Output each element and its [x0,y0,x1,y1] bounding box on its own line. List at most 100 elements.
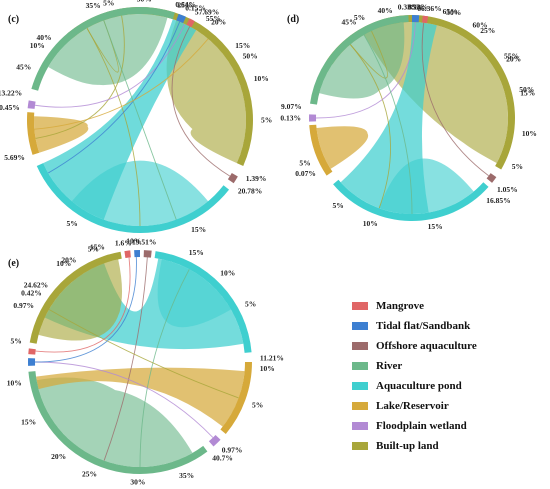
arc-aquaculture [154,251,252,353]
chord-aquaculture [43,19,197,220]
tick-label: 10% [7,378,22,387]
link-builtup [349,44,392,209]
panel-c-label: (c) [8,14,19,25]
panel-c-chords [34,14,246,227]
arc-aquaculture [333,179,489,222]
tick-label: 5% [66,219,77,228]
legend-item-tidal-flat: Tidal flat/Sandbank [352,316,542,336]
tick-label: 15% [90,243,105,252]
chord-lake [34,116,89,153]
arc-mangrove [186,18,195,28]
tick-label: 15% [235,41,250,50]
arc-mangrove [422,15,429,24]
legend-item-floodplain-wetland: Floodplain wetland [352,416,542,436]
arc-lake [220,362,252,434]
tick-label: 10% [260,364,275,373]
tick-label: 5% [299,159,310,168]
tick-label: 20% [506,55,521,64]
tick-label: 0.97% [13,301,34,310]
chord-lake [36,367,245,427]
legend-item-mangrove: Mangrove [352,296,542,316]
tick-label: 50% [519,85,534,94]
tick-label: 16.85% [486,196,510,205]
link-river [363,34,413,215]
tick-label: 5% [354,13,365,22]
tick-label: 10% [363,219,378,228]
tick-label: 50% [243,51,258,60]
tick-label: 1.6% [115,239,132,248]
legend-swatch [352,362,368,370]
link-builtup [48,309,239,399]
link-offshore [103,257,148,461]
link-river [103,20,177,220]
tick-label: 10% [254,74,269,83]
tick-label: 10% [30,41,45,50]
arc-floodplain [309,114,317,122]
tick-label: 1.39% [246,174,267,183]
tick-label: 20% [51,452,66,461]
tick-label: 0.13% [280,114,301,123]
tick-label: 66.36% [417,4,441,13]
panel-d-arcs [309,15,515,222]
tick-label: 55% [504,51,519,60]
tick-label: 25% [480,26,495,35]
link-builtup [349,30,388,79]
legend-label: Mangrove [376,300,425,312]
link-floodplain [34,361,214,438]
tick-label: 11.21% [260,353,284,362]
link-lake [34,38,209,130]
chord-river [48,14,168,86]
tick-label: 45% [342,17,357,26]
panel-e-chords [34,257,245,468]
tick-label: 1.05% [497,185,518,194]
tick-label: 5% [11,337,22,346]
arc-lake [309,124,333,176]
legend-label: Tidal flat/Sandbank [376,320,471,332]
arc-river [31,6,175,91]
panel-c: (c) 30% 25% 20% 15% 10% 5% 1.39% 20.78% 15% 10% 5%… [0,0,272,245]
tick-label: 5% [512,162,523,171]
link-mangrove [35,257,131,353]
link-tidal [47,21,181,174]
tick-label: 10% [220,268,235,277]
arc-offshore [143,250,152,258]
tick-label: 40% [37,33,52,42]
tick-label: 35% [179,471,194,480]
tick-label: 0.15% [185,3,206,12]
tick-label: 57.69% [195,8,219,17]
legend-swatch [352,382,368,390]
arc-floodplain [208,434,221,447]
legend-label: Lake/Reservoir [376,400,449,412]
tick-label: 15% [428,222,443,231]
tick-label: 45% [16,63,31,72]
arc-floodplain [27,100,36,109]
legend-swatch [352,442,368,450]
chord-builtup [166,20,246,164]
chord-builtup [38,259,123,341]
arc-aquaculture [36,163,230,233]
link-builtup [86,27,141,227]
tick-label: 40.7% [212,453,233,462]
tick-label: 40% [378,6,393,15]
tick-label: 20% [61,256,76,265]
panel-e-arcs [27,250,252,475]
legend-swatch [352,422,368,430]
tick-label: 15% [189,248,204,257]
arc-offshore [486,173,497,183]
tick-label: 15% [520,89,535,98]
tick-label: 13.22% [0,88,22,97]
tick-label: 0.07% [295,169,316,178]
legend-label: River [376,360,403,372]
tick-label: 24.62% [24,280,48,289]
legend-item-river: River [352,356,542,376]
arc-tidal [27,358,36,366]
tick-label: 25% [177,0,192,9]
tick-label: 5.69% [4,153,25,162]
panel-d-chords [315,21,509,215]
arc-mangrove [28,348,36,355]
tick-label: 30% [446,8,461,17]
tick-label: 10% [522,129,537,138]
tick-label: 0.45% [0,103,20,112]
legend-swatch [352,342,368,350]
